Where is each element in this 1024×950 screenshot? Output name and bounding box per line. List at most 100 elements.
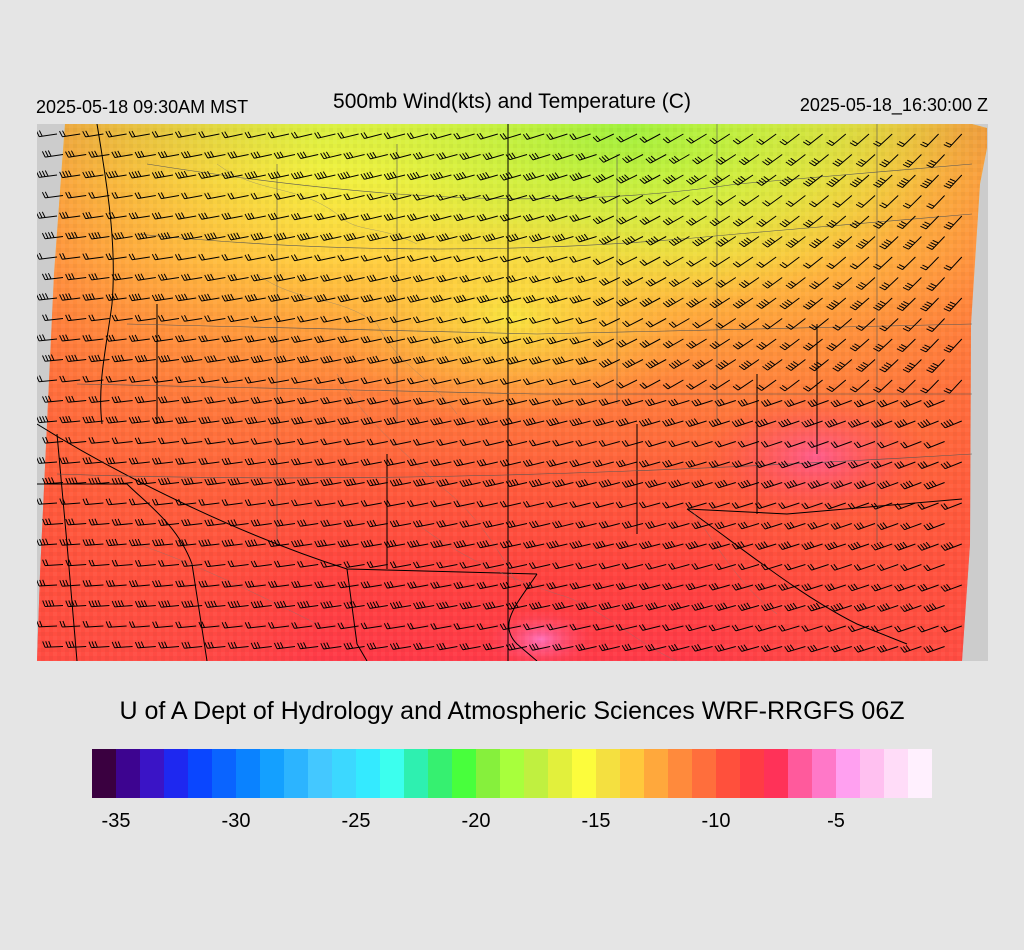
wind-barb [830, 480, 852, 489]
wind-barb [41, 272, 64, 281]
wind-barb [82, 253, 104, 260]
wind-barb [453, 540, 475, 549]
wind-barb [920, 215, 939, 230]
wind-barb [459, 233, 481, 242]
wind-barb [598, 520, 620, 529]
wind-barb [453, 417, 475, 426]
wind-barb [476, 540, 498, 549]
wind-barb [134, 192, 156, 199]
wind-barb [896, 338, 916, 353]
wind-barb [714, 644, 736, 652]
wind-barb [830, 602, 852, 612]
wind-barb [499, 294, 522, 304]
wind-barb [157, 150, 180, 159]
wind-barb [128, 498, 150, 506]
wind-barb [522, 623, 545, 631]
wind-barb [692, 236, 713, 247]
wind-barb [105, 621, 127, 628]
wind-barb [482, 478, 504, 487]
wind-barb [575, 439, 597, 447]
wind-barb [709, 215, 731, 227]
wind-barb [453, 171, 475, 181]
wind-barb [198, 131, 220, 138]
wind-barb [134, 232, 156, 240]
wind-barb [801, 502, 823, 510]
wind-barb [366, 478, 388, 487]
wind-barb [59, 457, 81, 465]
wind-barb [476, 623, 498, 630]
wind-barb [320, 315, 342, 323]
wind-barb [227, 560, 249, 568]
wind-barb [436, 561, 458, 569]
wind-barb [598, 440, 620, 447]
wind-barb [360, 132, 382, 139]
wind-barb [267, 376, 290, 384]
wind-barb [65, 436, 87, 444]
wind-barb [37, 538, 58, 546]
wind-barb [459, 316, 481, 324]
wind-barb [221, 539, 243, 547]
wind-barb [685, 541, 707, 550]
wind-barb [151, 376, 174, 383]
wind-barb [105, 334, 127, 342]
colorbar-swatch [668, 749, 693, 798]
wind-barb [615, 582, 638, 590]
wind-barb [732, 297, 754, 309]
wind-barb [920, 256, 939, 271]
wind-barb [644, 562, 667, 570]
wind-barb [406, 417, 429, 426]
wind-barb [320, 600, 342, 609]
wind-barb [204, 232, 226, 241]
wind-barb [314, 416, 336, 425]
wind-barb [575, 317, 597, 325]
wind-barb [297, 600, 319, 609]
colorbar-swatch [452, 749, 477, 798]
terrain-contours [136, 163, 778, 661]
wind-barb [802, 379, 823, 392]
wind-barb [923, 645, 945, 653]
wind-barb [244, 171, 266, 180]
wind-barb [250, 396, 272, 404]
wind-barb [598, 358, 621, 368]
wind-barb [337, 254, 359, 262]
wind-barb [737, 479, 760, 489]
wind-barb [645, 195, 667, 205]
wind-barb [41, 150, 64, 158]
wind-barb [244, 376, 266, 384]
colorbar-swatch [860, 749, 885, 798]
wind-barb [855, 236, 876, 249]
wind-barb [902, 236, 922, 250]
wind-barb [569, 501, 591, 508]
wind-barb [622, 358, 644, 369]
wind-barb [360, 254, 382, 262]
wind-barb [900, 645, 922, 653]
wind-barb [638, 459, 661, 468]
wind-barb [383, 500, 406, 507]
wind-barb [198, 580, 220, 588]
wind-barb [644, 440, 667, 448]
wind-barb [552, 356, 574, 365]
wind-barb [290, 335, 313, 343]
wind-barb [436, 152, 458, 160]
wind-barb [499, 172, 522, 181]
wind-barb [383, 581, 406, 589]
wind-barb [412, 316, 435, 324]
wind-barb [157, 354, 180, 363]
wind-barb [152, 621, 174, 629]
wind-barb [482, 233, 504, 242]
wind-barb [111, 477, 133, 485]
wind-barb [709, 297, 731, 309]
wind-barb [158, 600, 180, 608]
wind-barb [111, 641, 133, 649]
wind-barb [737, 563, 760, 571]
wind-barb [181, 518, 203, 527]
wind-barb [592, 338, 615, 348]
wind-barb [900, 564, 922, 572]
wind-barb [88, 231, 110, 240]
wind-barb [407, 622, 429, 630]
wind-barb [366, 397, 388, 405]
wind-barb [105, 130, 127, 138]
wind-barb [592, 623, 614, 631]
wind-barb [360, 581, 382, 589]
colorbar-swatch [476, 749, 501, 798]
